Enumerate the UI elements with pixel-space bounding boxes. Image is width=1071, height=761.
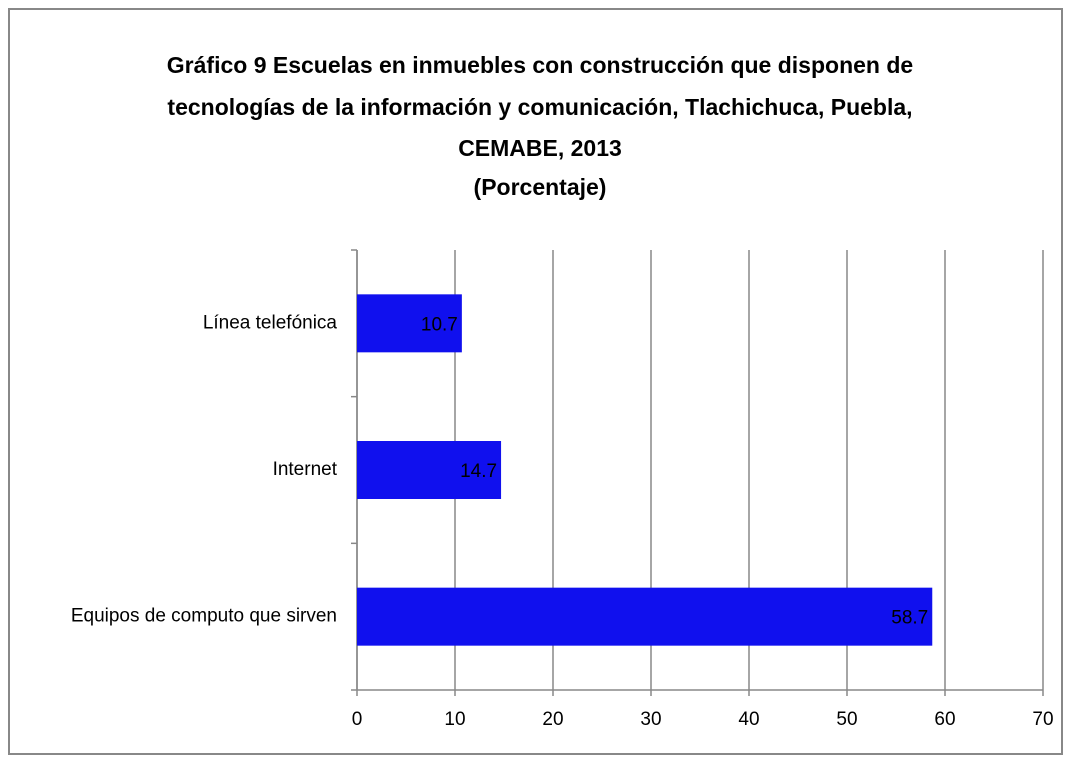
value-label: 10.7 (421, 314, 458, 335)
bar (357, 587, 933, 646)
chart-subtitle: (Porcentaje) (474, 174, 607, 200)
x-tick-label: 50 (836, 709, 857, 730)
x-tick-label: 30 (640, 709, 661, 730)
chart-title: tecnologías de la información y comunica… (167, 94, 912, 120)
x-tick-label: 20 (542, 709, 563, 730)
y-tick-label: Equipos de computo que sirven (71, 606, 337, 627)
x-tick-label: 0 (352, 709, 363, 730)
x-tick-label: 60 (934, 709, 955, 730)
value-label: 14.7 (460, 461, 497, 482)
y-tick-label: Internet (273, 459, 338, 480)
bar (357, 441, 502, 499)
x-tick-label: 70 (1032, 709, 1053, 730)
x-tick-label: 40 (738, 709, 759, 730)
chart-title: CEMABE, 2013 (458, 135, 622, 161)
x-tick-label: 10 (444, 709, 465, 730)
value-label: 58.7 (891, 608, 928, 629)
y-tick-label: Línea telefónica (203, 312, 338, 333)
chart-title: Gráfico 9 Escuelas en inmuebles con cons… (167, 52, 913, 78)
bar (357, 294, 462, 353)
